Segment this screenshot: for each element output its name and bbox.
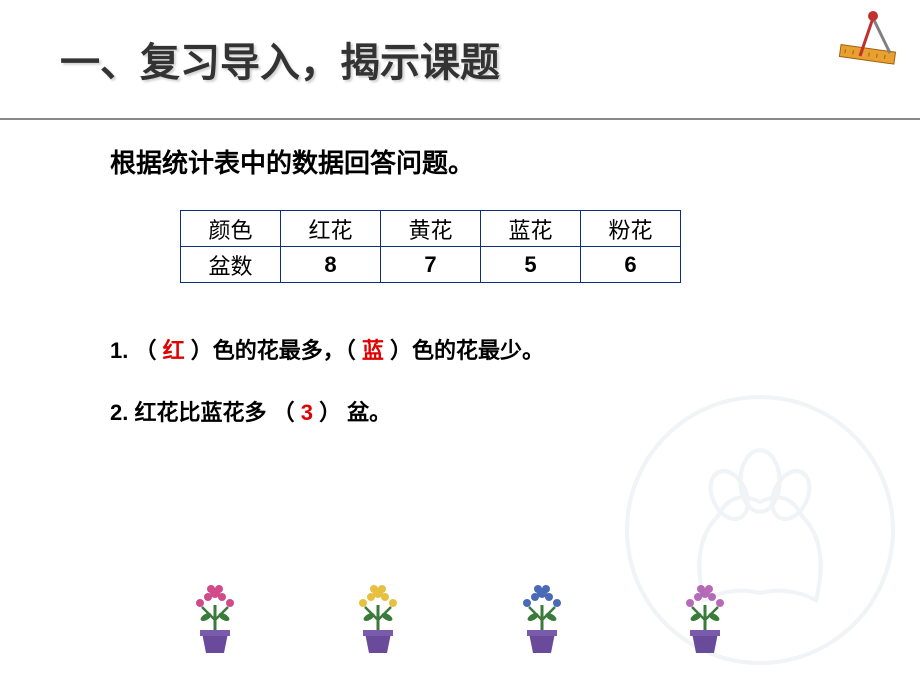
table-header: 蓝花	[481, 211, 581, 247]
q2-answer: 3	[301, 400, 313, 425]
table-cell: 7	[381, 247, 481, 283]
q1-answer-2: 蓝	[362, 338, 384, 363]
flower-icon	[180, 575, 250, 655]
questions-block: 1. （ 红 ）色的花最多，（ 蓝 ）色的花最少。 2. 红花比蓝花多 （ 3 …	[110, 333, 870, 427]
question-2: 2. 红花比蓝花多 （ 3 ） 盆。	[110, 395, 870, 427]
table-header: 颜色	[181, 211, 281, 247]
compass-ruler-icon	[835, 8, 905, 68]
q2-text: 2. 红花比蓝花多 （	[110, 400, 301, 425]
page-title: 一、复习导入，揭示课题	[60, 30, 870, 88]
table-header: 粉花	[581, 211, 681, 247]
subtitle: 根据统计表中的数据回答问题。	[110, 143, 870, 180]
table-cell: 6	[581, 247, 681, 283]
table-header: 黄花	[381, 211, 481, 247]
q1-text: ）色的花最多，（	[191, 338, 356, 363]
table-cell: 盆数	[181, 247, 281, 283]
table-cell: 5	[481, 247, 581, 283]
flower-icon	[343, 575, 413, 655]
q1-answer-1: 红	[163, 338, 185, 363]
table-cell: 8	[281, 247, 381, 283]
flower-row	[180, 575, 740, 655]
q1-text: 1. （	[110, 338, 156, 363]
flower-icon	[670, 575, 740, 655]
divider	[0, 118, 920, 120]
data-table: 颜色 红花 黄花 蓝花 粉花 盆数 8 7 5 6	[180, 210, 870, 283]
q2-text: ） 盆。	[319, 400, 391, 425]
table-header: 红花	[281, 211, 381, 247]
flower-icon	[507, 575, 577, 655]
q1-text: ）色的花最少。	[390, 338, 544, 363]
question-1: 1. （ 红 ）色的花最多，（ 蓝 ）色的花最少。	[110, 333, 870, 365]
slide: 一、复习导入，揭示课题 根据统计表中的数据回答问题。 颜色 红花 黄花 蓝花 粉…	[0, 0, 920, 690]
